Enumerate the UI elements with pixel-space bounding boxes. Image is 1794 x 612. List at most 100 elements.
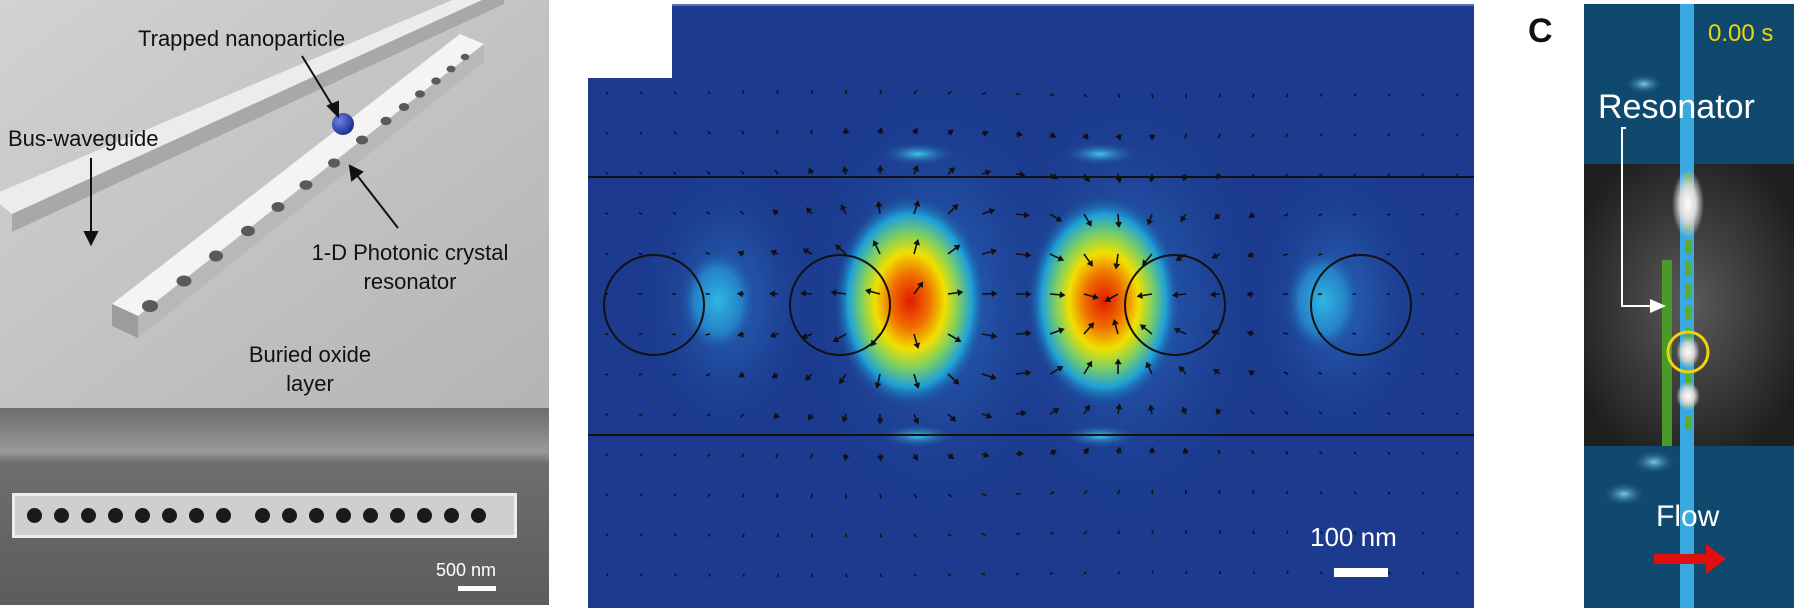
field-vector: [1455, 412, 1459, 415]
field-vector-head: [1146, 218, 1154, 226]
field-vector-head: [1115, 176, 1123, 184]
panel-c-letter: C: [1528, 12, 1553, 50]
field-vector: [775, 129, 779, 135]
field-vector-head: [988, 208, 996, 215]
field-vector: [947, 90, 952, 95]
field-vector: [1250, 410, 1255, 415]
field-vector-head: [1112, 319, 1119, 326]
field-vector: [1318, 411, 1323, 415]
field-vector-head: [982, 130, 989, 137]
field-vector: [1318, 173, 1323, 177]
field-vector: [1387, 173, 1391, 177]
field-vector-head: [913, 200, 921, 207]
field-vector: [638, 413, 643, 417]
field-vector: [707, 130, 711, 135]
field-vector: [1386, 253, 1391, 256]
field-vector: [706, 170, 711, 175]
field-vector: [913, 90, 918, 95]
field-vector-head: [738, 371, 745, 378]
field-vector-head: [912, 417, 920, 425]
field-vector: [774, 169, 779, 175]
field-vector: [1251, 133, 1255, 138]
field-vector: [1283, 371, 1289, 375]
field-vector: [1151, 570, 1154, 575]
field-vector: [1284, 173, 1289, 178]
field-vector: [705, 333, 711, 336]
field-vector: [1285, 93, 1289, 98]
field-vector: [1352, 372, 1357, 375]
field-vector: [1285, 490, 1289, 495]
field-vector-head: [949, 415, 957, 422]
field-vector-head: [737, 250, 745, 257]
field-vector: [1421, 412, 1425, 415]
field-vector: [740, 170, 745, 175]
field-vector-head: [1082, 132, 1089, 140]
field-vector-head: [841, 416, 849, 423]
field-vector-head: [875, 200, 883, 208]
field-vector: [707, 453, 711, 458]
sem-hole: [108, 508, 123, 523]
field-vector-head: [954, 335, 962, 342]
sem-resonator-strip: [12, 493, 517, 538]
field-vector: [604, 373, 609, 376]
field-vector-head: [876, 455, 884, 462]
sem-micrograph: 500 nm: [0, 408, 549, 605]
field-vector-head: [983, 451, 990, 458]
field-vector: [605, 171, 609, 175]
field-vector: [1319, 133, 1323, 137]
field-vector-head: [842, 454, 850, 462]
field-vector: [638, 373, 643, 376]
sem-hole: [81, 508, 96, 523]
field-vector-head: [773, 412, 780, 420]
flow-arrow-head: [1706, 544, 1726, 574]
field-vector: [707, 90, 711, 95]
label-photonic-crystal: 1-D Photonic crystal resonator: [290, 240, 530, 295]
field-vector: [1185, 570, 1188, 575]
field-vector: [1083, 571, 1087, 575]
field-vector: [1218, 93, 1221, 98]
microscopy-frame: [1584, 4, 1794, 608]
field-vector-head: [1025, 329, 1032, 337]
field-vector: [1421, 372, 1425, 375]
field-vector: [708, 533, 711, 537]
trapped-nanoparticle: [332, 113, 354, 135]
field-vector-head: [1182, 174, 1189, 182]
field-vector: [1387, 571, 1391, 575]
sem-scale-bar: [458, 586, 496, 591]
field-vector-head: [1083, 175, 1090, 183]
field-vector: [845, 573, 848, 578]
field-vector-head: [874, 382, 882, 389]
field-vector: [673, 91, 677, 95]
field-vector: [1421, 93, 1425, 97]
label-buried-oxide: Buried oxide layer: [220, 342, 400, 397]
field-vector-head: [1180, 215, 1187, 223]
flow-arrow-shaft: [1654, 554, 1710, 564]
field-vector-head: [1084, 404, 1091, 412]
field-vector-head: [984, 169, 992, 177]
field-vector-head: [1246, 330, 1254, 337]
field-vector: [1319, 93, 1323, 97]
field-vector: [1117, 93, 1121, 99]
resonator-top: [112, 34, 484, 316]
field-vector-head: [1142, 259, 1149, 266]
field-vector-head: [771, 372, 779, 379]
field-vector: [1421, 173, 1425, 176]
field-vector: [913, 573, 917, 577]
sem-hole: [189, 508, 204, 523]
arrow-trapped: [301, 55, 336, 111]
bus-waveguide-side: [12, 0, 504, 232]
field-vector-head: [1173, 327, 1181, 334]
field-vector-head: [957, 289, 964, 297]
field-vector-head: [876, 164, 884, 171]
label-bus-waveguide: Bus-waveguide: [8, 126, 159, 151]
field-vector: [1217, 133, 1221, 139]
field-vector: [605, 453, 609, 457]
field-vector-head: [1082, 447, 1089, 455]
field-vector-head: [1248, 211, 1256, 219]
field-vector-head: [953, 244, 961, 251]
field-vector: [1455, 133, 1459, 137]
field-vector: [1049, 93, 1055, 97]
field-vector: [1049, 572, 1054, 575]
field-vector-head: [1113, 263, 1121, 270]
sem-hole: [363, 508, 378, 523]
